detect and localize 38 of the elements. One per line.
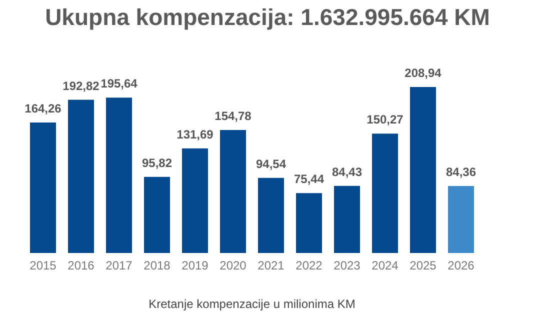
bar [182, 148, 208, 253]
x-tick-label: 2026 [448, 258, 475, 273]
bar [334, 186, 360, 253]
data-label: 84,36 [446, 164, 476, 179]
bar [220, 130, 246, 253]
x-tick-label: 2025 [410, 258, 437, 273]
data-label: 150,27 [366, 112, 404, 127]
data-label: 195,64 [100, 76, 138, 91]
data-label: 154,78 [214, 109, 252, 124]
bar [30, 122, 56, 253]
x-tick-label: 2020 [220, 258, 247, 273]
x-tick-label: 2018 [144, 258, 171, 273]
bar [372, 134, 398, 253]
data-label: 192,82 [62, 78, 100, 93]
data-label: 94,54 [256, 156, 286, 171]
x-tick-label: 2024 [372, 258, 399, 273]
x-tick-label: 2017 [106, 258, 133, 273]
bar [258, 178, 284, 253]
bar [296, 193, 322, 253]
bar [410, 87, 436, 253]
x-tick-label: 2019 [182, 258, 209, 273]
bar [68, 100, 94, 253]
data-label: 75,44 [294, 172, 324, 186]
bar [106, 98, 132, 253]
data-label: 84,43 [332, 164, 362, 179]
x-tick-label: 2015 [30, 258, 57, 273]
bar [144, 176, 170, 253]
data-label: 95,82 [142, 156, 172, 170]
data-label: 164,26 [24, 102, 62, 116]
x-tick-label: 2023 [334, 258, 361, 273]
data-label: 208,94 [404, 66, 442, 80]
data-label: 131,69 [176, 127, 214, 142]
chart-title: Ukupna kompenzacija: 1.632.995.664 KM [44, 4, 491, 31]
bar [448, 186, 474, 253]
x-tick-label: 2021 [258, 258, 285, 273]
x-axis-title: Kretanje kompenzacije u milionima KM [148, 297, 356, 311]
x-tick-label: 2022 [296, 258, 323, 273]
x-tick-label: 2016 [68, 258, 95, 273]
